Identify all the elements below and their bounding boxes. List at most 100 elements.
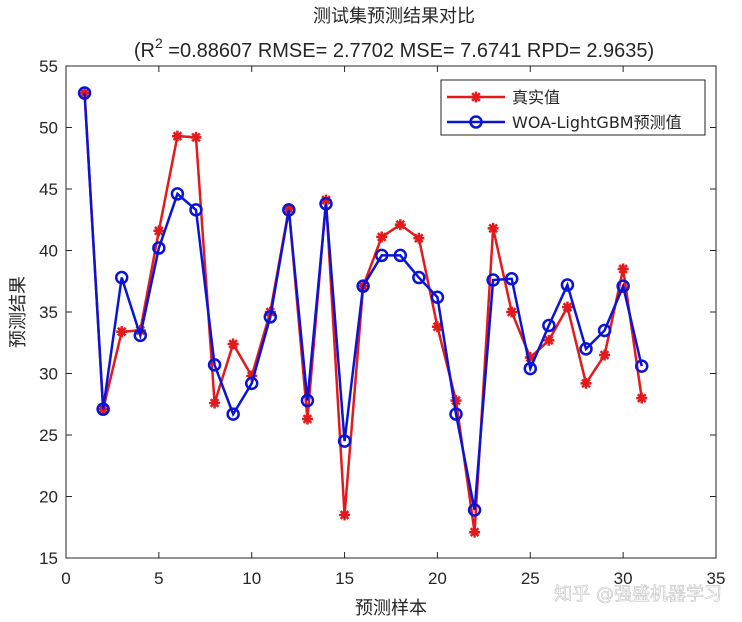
- y-tick-label: 25: [39, 426, 58, 445]
- data-point: [300, 393, 315, 408]
- data-point: [636, 392, 648, 404]
- data-point: [634, 359, 649, 373]
- data-point: [431, 321, 443, 333]
- data-point: [580, 377, 592, 389]
- data-point: [467, 503, 482, 517]
- x-tick-label: 30: [614, 569, 633, 588]
- data-point: [356, 279, 370, 293]
- data-point: [561, 301, 573, 313]
- asterisk-stroke: [339, 510, 350, 520]
- asterisk-stroke: [636, 393, 647, 403]
- data-point: [227, 338, 239, 350]
- x-tick-label: 20: [428, 569, 447, 588]
- asterisk-stroke: [302, 414, 313, 424]
- asterisk-stroke: [191, 132, 201, 143]
- data-point: [170, 187, 185, 201]
- y-tick-label: 45: [39, 180, 58, 199]
- data-point: [449, 407, 463, 421]
- data-point: [523, 361, 538, 376]
- asterisk-stroke: [228, 339, 238, 349]
- y-tick-label: 20: [39, 488, 58, 507]
- data-point: [116, 326, 128, 338]
- series-predicted: [77, 86, 649, 517]
- asterisk-stroke: [172, 131, 183, 141]
- chart-title: 测试集预测结果对比: [313, 6, 475, 27]
- legend-label: WOA-LightGBM预测值: [512, 113, 682, 132]
- series-actual: [79, 87, 648, 538]
- x-tick-label: 5: [154, 569, 163, 588]
- data-point: [133, 328, 148, 343]
- data-point: [339, 509, 351, 521]
- asterisk-stroke: [321, 195, 331, 205]
- asterisk-stroke: [395, 219, 406, 230]
- data-point: [617, 263, 629, 275]
- data-point: [430, 290, 445, 304]
- legend-label: 真实值: [512, 88, 560, 107]
- y-tick-label: 55: [39, 57, 58, 76]
- data-point: [579, 342, 593, 356]
- data-point: [337, 434, 352, 448]
- data-point: [190, 131, 202, 143]
- data-point: [616, 279, 630, 293]
- data-point: [599, 349, 611, 361]
- data-point: [412, 270, 426, 285]
- data-point: [486, 273, 500, 287]
- legend-box: [440, 79, 706, 136]
- y-tick-label: 35: [39, 303, 58, 322]
- data-point: [209, 397, 221, 409]
- asterisk-stroke: [116, 326, 127, 337]
- asterisk-stroke: [154, 226, 164, 236]
- plot-area: [65, 65, 717, 559]
- data-point: [413, 232, 425, 244]
- data-point: [96, 402, 110, 416]
- asterisk-stroke: [469, 527, 480, 537]
- asterisk-stroke: [414, 233, 424, 243]
- x-tick-label: 35: [707, 569, 726, 588]
- x-tick-label: 10: [242, 569, 261, 588]
- data-point: [244, 376, 259, 391]
- asterisk-stroke: [506, 307, 517, 317]
- data-point: [77, 86, 92, 100]
- x-tick-label: 15: [335, 569, 354, 588]
- y-tick-label: 15: [39, 549, 58, 568]
- legend-marker: [470, 91, 482, 103]
- data-point: [207, 358, 222, 372]
- asterisk-stroke: [432, 321, 443, 332]
- asterisk-stroke: [376, 232, 387, 242]
- legend-marker: [469, 115, 483, 129]
- y-tick-label: 30: [39, 365, 58, 384]
- watermark: 知乎 @强盛机器学习: [554, 584, 722, 605]
- data-point: [171, 130, 183, 142]
- y-axis-label: 预测结果: [8, 276, 29, 348]
- data-point: [189, 203, 203, 217]
- data-point: [543, 334, 555, 346]
- data-point: [469, 526, 481, 538]
- data-point: [153, 225, 165, 237]
- data-point: [487, 222, 499, 234]
- data-point: [374, 248, 389, 263]
- legend-item: 真实值: [447, 88, 560, 107]
- data-point: [542, 318, 556, 333]
- data-point: [152, 241, 166, 255]
- legend-item: WOA-LightGBM预测值: [447, 113, 682, 132]
- legend: 真实值 WOA-LightGBM预测值: [440, 79, 706, 136]
- data-point: [114, 270, 129, 285]
- asterisk-stroke: [544, 335, 554, 346]
- y-tick-label: 50: [39, 119, 58, 138]
- x-axis-label: 预测样本: [355, 598, 427, 619]
- data-point: [376, 231, 388, 243]
- asterisk-stroke: [599, 350, 610, 360]
- asterisk-stroke: [562, 302, 573, 312]
- asterisk-stroke: [618, 264, 628, 274]
- data-point: [282, 203, 296, 217]
- data-point: [504, 272, 519, 286]
- data-point: [301, 413, 313, 425]
- series-line: [83, 92, 643, 533]
- series-line: [83, 92, 643, 511]
- data-point: [393, 248, 408, 263]
- data-point: [560, 278, 575, 292]
- asterisk-stroke: [581, 378, 591, 389]
- data-point: [263, 310, 278, 324]
